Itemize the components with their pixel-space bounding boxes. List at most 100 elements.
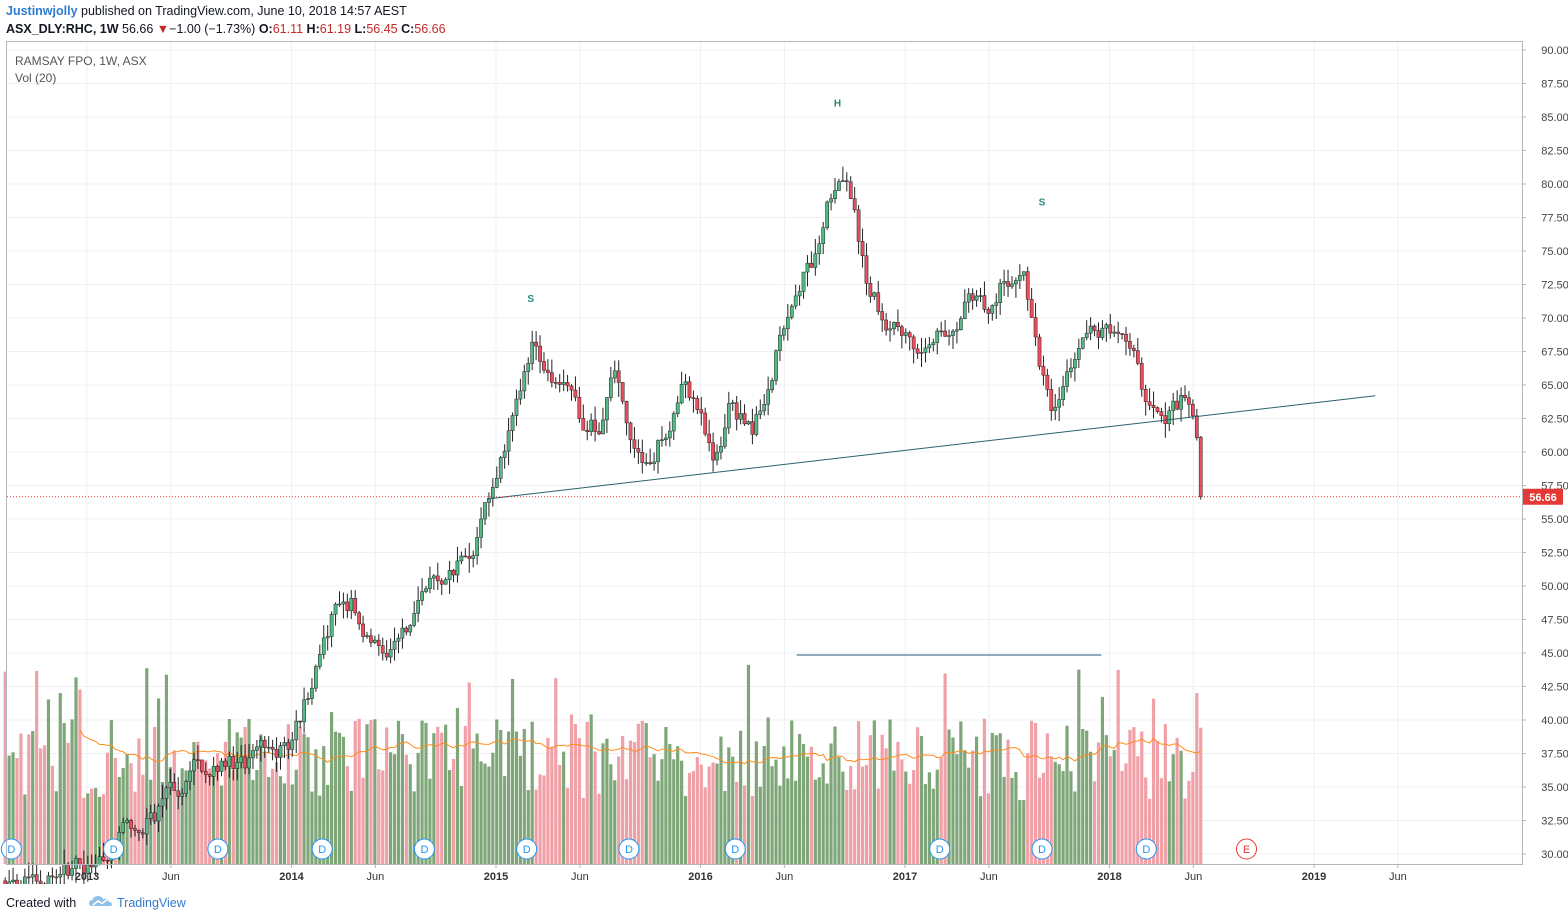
volume-bar	[1116, 669, 1120, 864]
volume-bar	[577, 738, 581, 864]
volume-bar	[951, 737, 955, 864]
candle	[923, 338, 928, 363]
candle-body	[317, 654, 322, 667]
candle	[1187, 391, 1191, 418]
candle	[357, 610, 361, 630]
candle	[656, 439, 660, 474]
candle-body	[510, 415, 515, 432]
candle	[1116, 321, 1121, 344]
author-link[interactable]: Justinwjolly	[6, 4, 78, 18]
volume-bar	[479, 761, 483, 864]
volume-bar	[97, 796, 102, 864]
candle-body	[314, 666, 318, 689]
candle-body	[585, 430, 590, 432]
volume-bar	[1081, 729, 1085, 864]
candle	[1076, 338, 1081, 369]
volume-bar	[38, 748, 43, 864]
volume-bar	[699, 764, 703, 864]
dividend-marker	[618, 838, 640, 860]
candle	[758, 399, 763, 420]
neckline-trendline	[487, 395, 1376, 500]
candle	[1088, 317, 1093, 341]
volume-bar	[471, 748, 475, 864]
volume-bar	[46, 699, 51, 864]
candle	[809, 251, 814, 268]
candle-body	[62, 863, 67, 875]
candle-body	[337, 603, 342, 606]
candle	[683, 373, 688, 399]
candle	[907, 330, 912, 351]
volume-bar	[263, 751, 267, 864]
candle	[101, 842, 106, 862]
volume-bar	[412, 791, 416, 864]
candle-body	[719, 446, 723, 453]
candle-body	[652, 461, 656, 464]
volume-bar	[735, 781, 739, 864]
candle-body	[26, 876, 31, 879]
volume-bar	[1045, 733, 1049, 864]
candle-body	[1171, 400, 1176, 411]
volume-bar	[326, 784, 330, 864]
candle	[581, 404, 586, 431]
volume-bar	[1006, 739, 1010, 864]
volume-bar	[70, 719, 74, 864]
close-label: C:	[401, 22, 415, 36]
volume-bar	[550, 746, 554, 864]
volume-bar	[770, 766, 774, 864]
candle-body	[962, 301, 967, 320]
candle-body	[1084, 332, 1089, 338]
dividend-marker	[413, 838, 435, 860]
dividend-label: D	[1142, 844, 1150, 856]
volume-bar	[731, 756, 735, 864]
candle-body	[837, 181, 841, 191]
candle-body	[636, 448, 641, 453]
volume-bar	[180, 768, 184, 864]
candle-body	[738, 413, 743, 420]
volume-bar	[542, 775, 546, 864]
candle-body	[774, 350, 778, 381]
candle-body	[1080, 337, 1085, 349]
candle-body	[66, 863, 70, 876]
candle	[754, 406, 759, 437]
down-arrow-icon: ▼	[156, 22, 170, 36]
volume-bar	[440, 732, 444, 864]
volume-bar	[196, 741, 200, 864]
candle	[990, 304, 995, 321]
tradingview-link[interactable]: TradingView	[117, 896, 186, 910]
volume-bar	[943, 673, 947, 864]
volume-bar	[935, 769, 939, 864]
volume-bar	[109, 720, 113, 864]
volume-bar	[483, 763, 487, 864]
candle	[616, 360, 621, 397]
candle	[1017, 264, 1022, 289]
candle-body	[105, 860, 110, 862]
candle	[1108, 314, 1113, 339]
candle	[329, 611, 334, 648]
candle	[164, 785, 169, 810]
candle	[1045, 368, 1050, 397]
dividend-marker	[207, 838, 229, 860]
candle	[251, 744, 255, 769]
candle-body	[125, 819, 129, 823]
volume-bar	[235, 732, 239, 864]
volume-bar	[813, 779, 817, 864]
price-chart[interactable]: S H S D D D D D D D D D D D E 30.00 32.50 35.00 37.50 40.00…	[0, 0, 1568, 884]
volume-bar	[467, 682, 471, 864]
candle	[1155, 406, 1160, 414]
candle	[294, 710, 299, 754]
candle-body	[270, 746, 275, 750]
volume-bar	[58, 693, 62, 864]
candle	[962, 289, 967, 320]
candle	[432, 573, 436, 591]
candle	[632, 426, 637, 458]
candle-body	[640, 451, 645, 463]
volume-bar	[774, 759, 778, 864]
volume-bar	[231, 769, 235, 864]
volume-bar	[687, 772, 692, 864]
candle	[1171, 392, 1176, 425]
candle	[463, 548, 468, 558]
volume-bar	[333, 731, 338, 864]
volume-bar	[1037, 777, 1042, 864]
candle	[742, 404, 747, 426]
volume-bar	[742, 785, 747, 864]
